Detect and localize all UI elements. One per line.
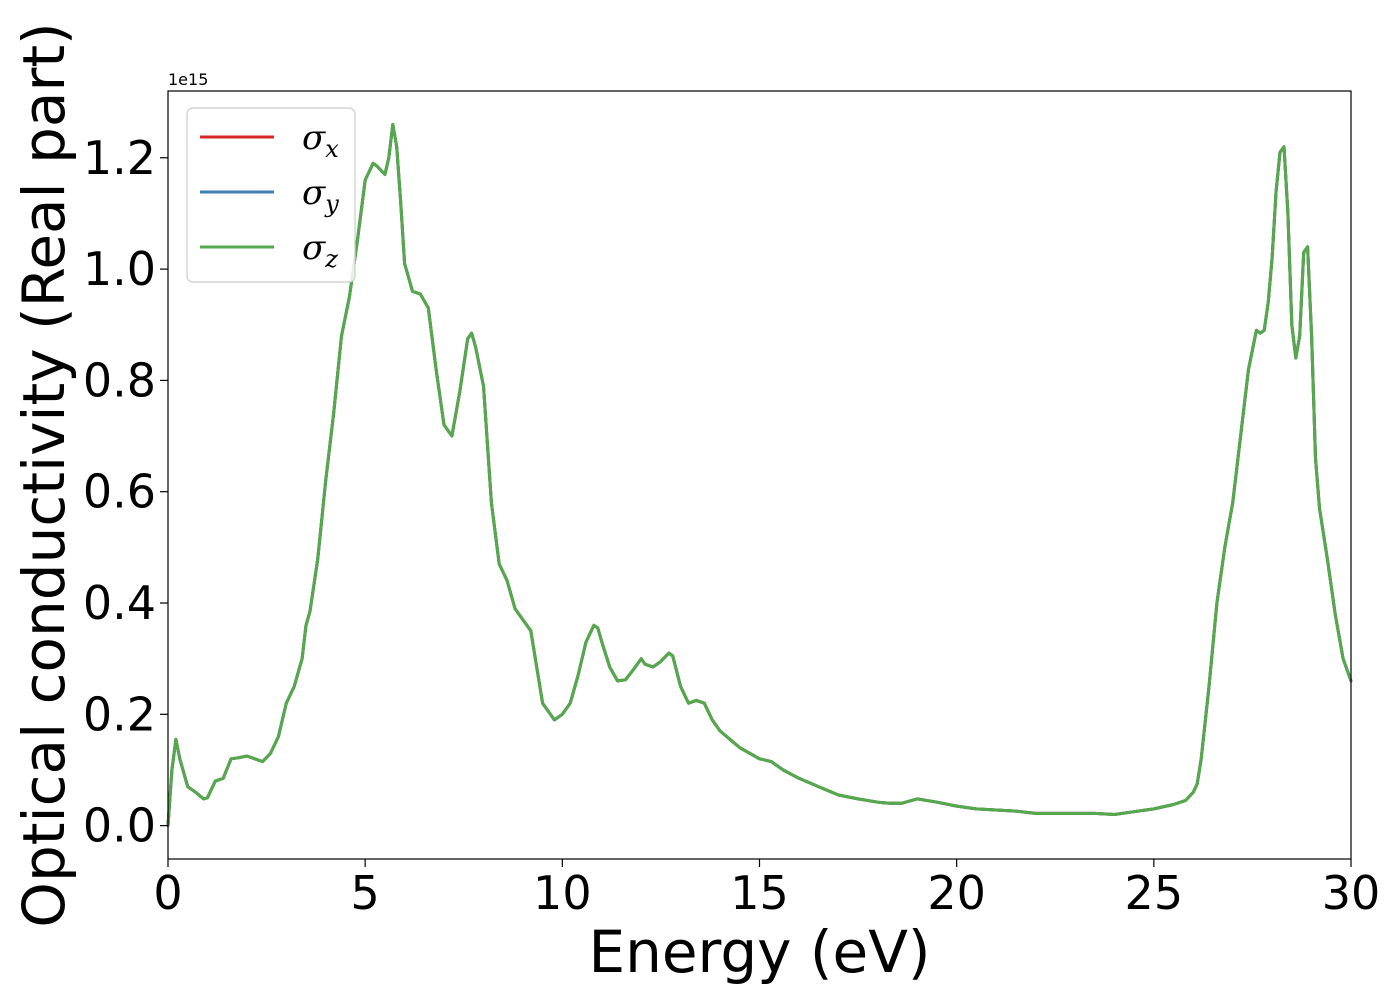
- series-line-z: [166, 122, 1353, 828]
- y-axis-ticks: 0.0 0.2 0.4 0.6 0.8 1.0 1.2: [83, 131, 168, 853]
- legend-label-x: σx: [302, 118, 339, 163]
- x-tick-label: 10: [533, 866, 592, 920]
- legend-box: [186, 107, 356, 283]
- y-tick-label: 0.8: [83, 353, 156, 407]
- y-tick-label: 0.6: [83, 465, 156, 519]
- x-tick-label: 15: [730, 866, 789, 920]
- x-axis-ticks: 0 5 10 15 20 25 30: [153, 859, 1380, 920]
- x-tick-label: 30: [1322, 866, 1381, 920]
- y-axis-label: Optical conductivity (Real part): [10, 22, 78, 927]
- y-tick-label: 0.4: [83, 576, 156, 630]
- plot-background: [168, 91, 1351, 859]
- x-tick-label: 20: [927, 866, 986, 920]
- y-offset-label: 1e15: [168, 70, 208, 89]
- x-tick-label: 5: [351, 866, 380, 920]
- x-tick-label: 25: [1125, 866, 1184, 920]
- y-tick-label: 0.2: [83, 687, 156, 741]
- y-tick-label: 1.0: [83, 242, 156, 296]
- legend: σx σy σz: [186, 107, 356, 283]
- y-tick-label: 0.0: [83, 799, 156, 853]
- x-tick-label: 0: [153, 866, 182, 920]
- series-layer: [166, 122, 1353, 828]
- y-tick-label: 1.2: [83, 131, 156, 185]
- legend-label-y: σy: [302, 173, 339, 218]
- legend-label-z: σz: [302, 228, 338, 273]
- x-axis-label: Energy (eV): [588, 918, 930, 986]
